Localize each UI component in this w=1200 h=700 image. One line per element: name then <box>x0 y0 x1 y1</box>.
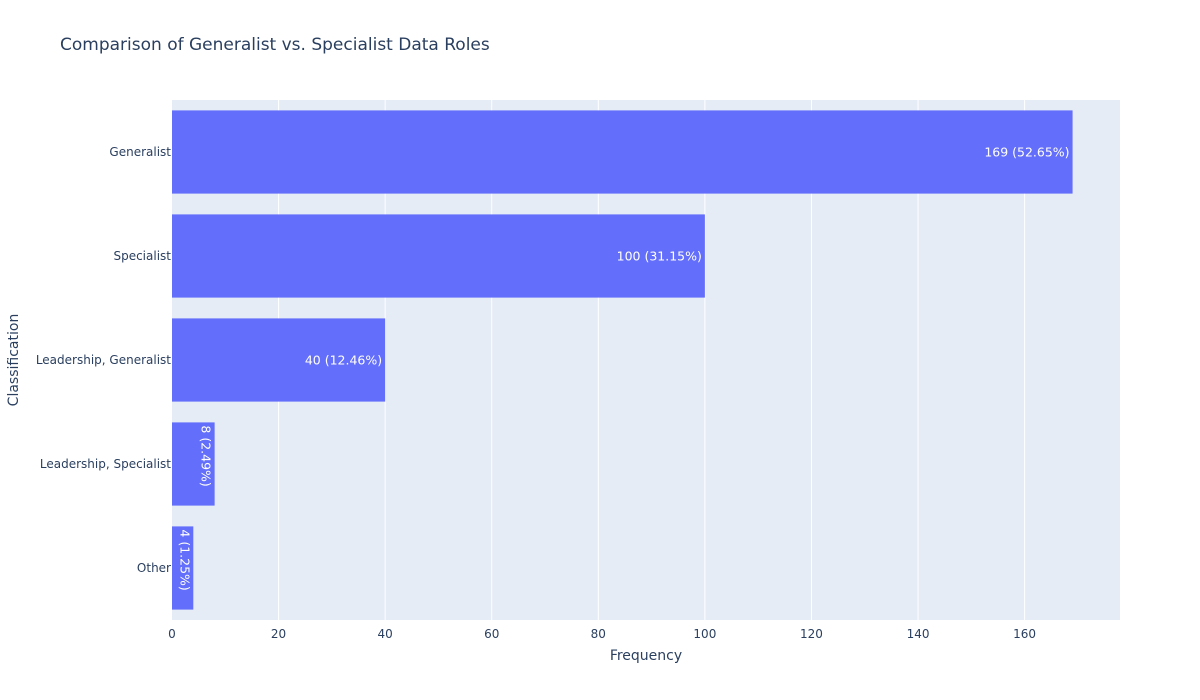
x-axis-ticks: 0 20 40 60 80 100 120 140 160 <box>168 627 1036 641</box>
y-tick-label: Other <box>137 561 171 575</box>
y-tick-label: Specialist <box>113 249 171 263</box>
x-tick-label: 80 <box>591 627 606 641</box>
x-tick-label: 0 <box>168 627 176 641</box>
y-axis-title: Classification <box>6 314 22 407</box>
x-tick-label: 20 <box>271 627 286 641</box>
bar <box>172 214 705 298</box>
bar-value-label: 40 (12.46%) <box>305 353 382 368</box>
x-tick-label: 160 <box>1013 627 1036 641</box>
bar <box>172 422 215 506</box>
y-tick-label: Leadership, Specialist <box>40 457 171 471</box>
x-tick-label: 60 <box>484 627 499 641</box>
bar <box>172 318 386 402</box>
x-tick-label: 140 <box>907 627 930 641</box>
y-tick-label: Leadership, Generalist <box>36 353 171 367</box>
bar-value-label: 4 (1.25%) <box>177 529 192 590</box>
y-tick-label: Generalist <box>109 145 171 159</box>
bar-value-label: 8 (2.49%) <box>199 425 214 486</box>
bar-value-label: 169 (52.65%) <box>984 145 1069 160</box>
y-axis-ticks: Generalist Specialist Leadership, Generali… <box>36 145 171 575</box>
bar <box>172 526 194 610</box>
x-tick-label: 100 <box>693 627 716 641</box>
chart-title: Comparison of Generalist vs. Specialist … <box>60 35 490 55</box>
bar <box>172 110 1073 194</box>
bar-value-label: 100 (31.15%) <box>617 249 702 264</box>
x-tick-label: 120 <box>800 627 823 641</box>
bars: 169 (52.65%) 100 (31.15%) 40 (12.46%) 8 (2.… <box>172 110 1073 610</box>
x-tick-label: 40 <box>378 627 393 641</box>
x-axis-title: Frequency <box>610 648 682 664</box>
